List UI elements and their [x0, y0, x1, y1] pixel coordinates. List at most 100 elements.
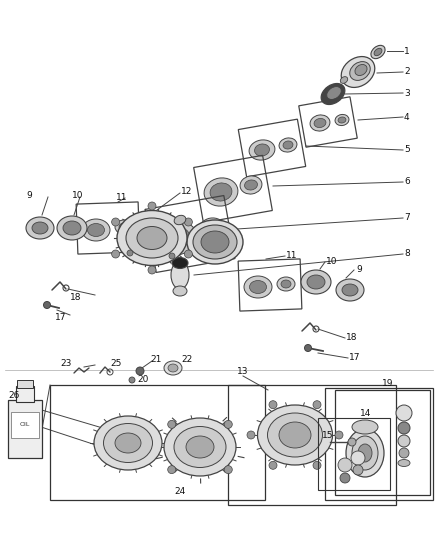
- Ellipse shape: [171, 261, 189, 289]
- Ellipse shape: [279, 422, 311, 448]
- Bar: [17, 380, 33, 388]
- Text: 10: 10: [326, 256, 338, 265]
- Text: 2: 2: [404, 68, 410, 77]
- Ellipse shape: [244, 276, 272, 298]
- Ellipse shape: [155, 221, 197, 255]
- Ellipse shape: [174, 215, 186, 225]
- Ellipse shape: [201, 231, 229, 253]
- Ellipse shape: [250, 280, 266, 294]
- Ellipse shape: [258, 405, 332, 465]
- Ellipse shape: [358, 444, 372, 462]
- Ellipse shape: [307, 275, 325, 289]
- Circle shape: [224, 466, 232, 474]
- Ellipse shape: [115, 220, 133, 234]
- Ellipse shape: [352, 420, 378, 434]
- Ellipse shape: [342, 284, 358, 296]
- Circle shape: [399, 448, 409, 458]
- Ellipse shape: [164, 361, 182, 375]
- Circle shape: [269, 461, 277, 470]
- Circle shape: [148, 202, 156, 210]
- Text: 16: 16: [364, 464, 375, 472]
- Ellipse shape: [205, 223, 219, 235]
- Bar: [318, 418, 390, 490]
- Text: 13: 13: [237, 367, 248, 376]
- Ellipse shape: [186, 436, 214, 458]
- Bar: [228, 385, 396, 505]
- Circle shape: [313, 461, 321, 470]
- Ellipse shape: [137, 227, 167, 249]
- Text: 24: 24: [174, 488, 185, 497]
- Ellipse shape: [374, 49, 382, 55]
- Text: 25: 25: [110, 359, 121, 368]
- Ellipse shape: [340, 77, 348, 83]
- Circle shape: [168, 421, 176, 429]
- Circle shape: [353, 465, 363, 475]
- Ellipse shape: [301, 270, 331, 294]
- Ellipse shape: [193, 225, 237, 259]
- Ellipse shape: [119, 223, 129, 231]
- Ellipse shape: [244, 180, 258, 190]
- Text: 12: 12: [181, 188, 192, 197]
- Circle shape: [396, 405, 412, 421]
- Circle shape: [304, 344, 311, 351]
- Circle shape: [269, 401, 277, 409]
- Ellipse shape: [88, 223, 105, 237]
- Text: 4: 4: [404, 112, 410, 122]
- Text: 9: 9: [26, 191, 32, 200]
- Circle shape: [127, 250, 133, 256]
- Ellipse shape: [338, 117, 346, 123]
- Circle shape: [398, 422, 410, 434]
- Text: 5: 5: [404, 146, 410, 155]
- Circle shape: [136, 367, 144, 375]
- Ellipse shape: [168, 364, 178, 372]
- Ellipse shape: [352, 436, 378, 470]
- Text: 6: 6: [404, 177, 410, 187]
- Ellipse shape: [57, 216, 87, 240]
- Ellipse shape: [94, 416, 162, 470]
- Circle shape: [168, 466, 176, 474]
- Text: 17: 17: [349, 353, 360, 362]
- Circle shape: [313, 401, 321, 409]
- Ellipse shape: [164, 418, 236, 476]
- Text: 18: 18: [346, 334, 357, 343]
- Text: 14: 14: [360, 409, 371, 418]
- Text: 18: 18: [70, 293, 81, 302]
- Ellipse shape: [355, 64, 367, 76]
- Text: 21: 21: [150, 354, 161, 364]
- Text: 22: 22: [181, 356, 192, 365]
- Ellipse shape: [63, 221, 81, 235]
- Circle shape: [348, 438, 356, 446]
- Ellipse shape: [371, 45, 385, 59]
- Ellipse shape: [321, 84, 345, 104]
- Text: 23: 23: [10, 421, 21, 430]
- Text: 20: 20: [137, 376, 148, 384]
- Ellipse shape: [240, 176, 262, 194]
- Bar: [11, 412, 39, 438]
- Text: OIL: OIL: [20, 423, 30, 427]
- Ellipse shape: [126, 218, 178, 258]
- Ellipse shape: [279, 138, 297, 152]
- Text: 7: 7: [404, 214, 410, 222]
- Circle shape: [129, 377, 135, 383]
- Text: 10: 10: [72, 191, 84, 200]
- Ellipse shape: [173, 286, 187, 296]
- Ellipse shape: [310, 115, 330, 131]
- Text: 19: 19: [382, 379, 393, 389]
- Ellipse shape: [103, 424, 152, 463]
- Ellipse shape: [254, 144, 269, 156]
- Bar: [16, 386, 34, 402]
- Ellipse shape: [210, 183, 232, 201]
- Text: 23: 23: [60, 359, 71, 368]
- Ellipse shape: [346, 429, 384, 477]
- Text: 23: 23: [10, 403, 21, 413]
- Bar: [325, 388, 433, 500]
- Ellipse shape: [32, 222, 48, 234]
- Ellipse shape: [281, 280, 291, 288]
- Circle shape: [340, 473, 350, 483]
- Ellipse shape: [277, 277, 295, 291]
- Circle shape: [351, 451, 365, 465]
- Ellipse shape: [174, 426, 226, 467]
- Text: 3: 3: [404, 88, 410, 98]
- Circle shape: [247, 431, 255, 439]
- Bar: [50, 385, 265, 500]
